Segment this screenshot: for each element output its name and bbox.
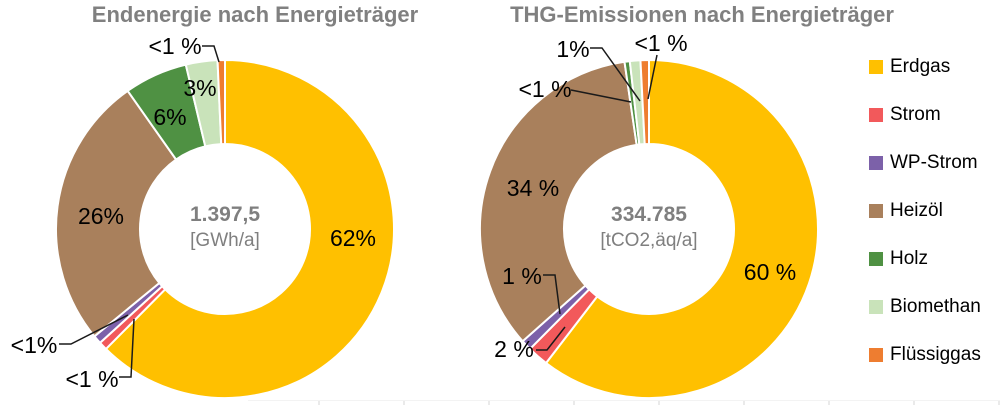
pct-label-erdgas: 62% bbox=[330, 225, 376, 251]
pct-label-wp-strom: <1% bbox=[11, 332, 58, 358]
legend-swatch-fluessiggas bbox=[869, 348, 883, 362]
legend-item-strom: Strom bbox=[869, 105, 981, 125]
pct-label-fluessiggas: <1 % bbox=[148, 33, 201, 59]
legend-swatch-holz bbox=[869, 252, 883, 266]
legend: Erdgas Strom WP-Strom Heizöl Holz Biomethan Fl… bbox=[869, 57, 981, 365]
leader-line-biomethan bbox=[590, 47, 641, 102]
donut-slice-fluessiggas bbox=[639, 58, 650, 146]
legend-label: Biomethan bbox=[890, 296, 981, 317]
donut-slice-heizoel bbox=[55, 89, 178, 338]
legend-item-wp-strom: WP-Strom bbox=[869, 153, 981, 173]
legend-swatch-erdgas bbox=[869, 60, 883, 74]
chart-title-endenergie: Endenergie nach Energieträger bbox=[91, 2, 419, 27]
leader-line-fluessiggas bbox=[647, 54, 658, 100]
legend-item-fluessiggas: Flüssiggas bbox=[869, 345, 981, 365]
pct-label-strom: 2 % bbox=[494, 336, 534, 362]
legend-swatch-wp-strom bbox=[869, 156, 883, 170]
pct-label-strom: <1 % bbox=[65, 366, 118, 392]
legend-label: WP-Strom bbox=[890, 152, 978, 173]
pct-label-biomethan: 1% bbox=[556, 36, 589, 62]
donut-slice-erdgas bbox=[104, 58, 395, 399]
legend-swatch-heizoel bbox=[869, 204, 883, 218]
legend-item-heizoel: Heizöl bbox=[869, 201, 981, 221]
legend-label: Strom bbox=[890, 104, 941, 125]
donut-slice-heizoel bbox=[479, 60, 638, 343]
donut-center-unit: [tCO2,äq/a] bbox=[600, 230, 697, 251]
legend-label: Flüssiggas bbox=[890, 344, 981, 365]
pct-label-erdgas: 60 % bbox=[744, 259, 796, 285]
legend-swatch-strom bbox=[869, 108, 883, 122]
pct-label-biomethan: 3% bbox=[183, 75, 216, 101]
donut-center-value: 334.785 bbox=[611, 203, 687, 226]
legend-item-holz: Holz bbox=[869, 249, 981, 269]
pct-label-wp-strom: 1 % bbox=[502, 263, 542, 289]
legend-item-biomethan: Biomethan bbox=[869, 297, 981, 317]
leader-line-holz bbox=[570, 89, 632, 103]
legend-label: Holz bbox=[890, 248, 929, 269]
pct-label-holz: 6% bbox=[153, 104, 186, 130]
leader-line-strom bbox=[119, 318, 135, 378]
leader-line-fluessiggas bbox=[202, 45, 220, 63]
pct-label-heizoel: 34 % bbox=[507, 175, 559, 201]
legend-label: Heizöl bbox=[890, 200, 943, 221]
leader-line-strom bbox=[536, 326, 566, 351]
cropped-table-edge-artifact bbox=[248, 400, 1000, 405]
legend-item-erdgas: Erdgas bbox=[869, 57, 981, 77]
donut-center-unit: [GWh/a] bbox=[190, 230, 260, 251]
pct-label-heizoel: 26% bbox=[78, 203, 124, 229]
donut-slice-erdgas bbox=[544, 58, 819, 399]
pct-label-holz: <1 % bbox=[518, 76, 571, 102]
legend-swatch-biomethan bbox=[869, 300, 883, 314]
donut-center-value: 1.397,5 bbox=[190, 203, 260, 226]
leader-line-wp-strom bbox=[59, 314, 129, 345]
legend-label: Erdgas bbox=[890, 56, 951, 77]
pct-label-fluessiggas: <1 % bbox=[634, 30, 687, 56]
donut-slice-fluessiggas bbox=[216, 58, 226, 146]
chart-title-thg-emissionen: THG-Emissionen nach Energieträger bbox=[510, 2, 894, 27]
leader-line-wp-strom bbox=[543, 274, 561, 315]
